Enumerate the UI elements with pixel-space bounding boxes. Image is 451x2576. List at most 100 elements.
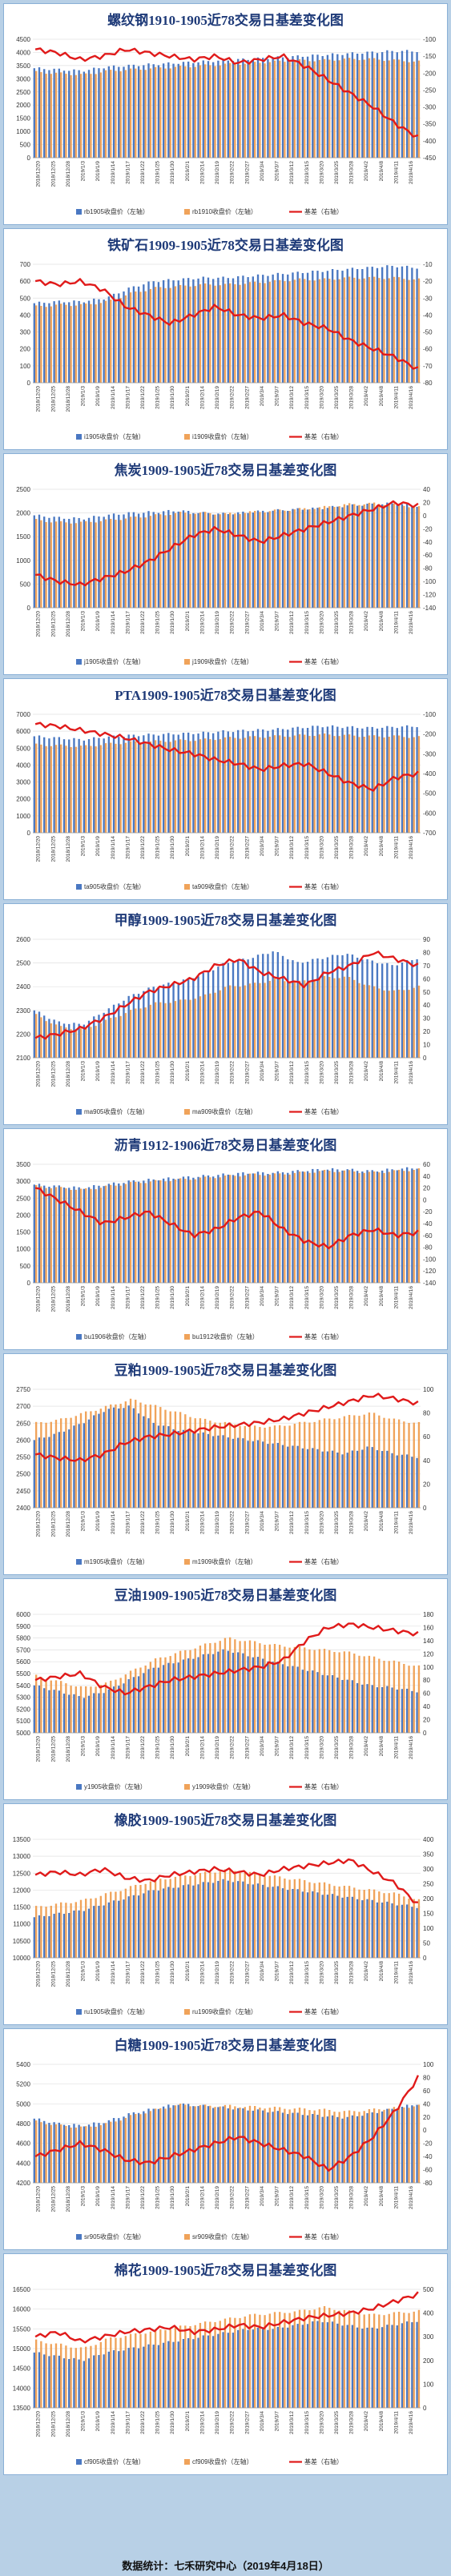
bar-series-1: [366, 1170, 368, 1283]
bar-series-2: [203, 64, 207, 158]
bar-series-2: [268, 736, 271, 833]
bar-series-1: [87, 70, 91, 158]
bar-series-1: [182, 62, 185, 158]
bar-series-1: [137, 2348, 140, 2408]
bar-series-2: [174, 286, 177, 383]
bar-series-1: [391, 2325, 393, 2408]
bar-series-2: [273, 1875, 276, 1958]
bar-series-1: [361, 268, 364, 383]
bar-series-2: [338, 1171, 340, 1283]
bar-series-1: [331, 725, 334, 833]
chart-svg: 白糖1909-1905近78交易日基差变化图420044004600480050…: [16, 2037, 434, 2240]
right-tick-label: 100: [423, 1925, 434, 1932]
bar-series-1: [192, 62, 195, 158]
bar-series-1: [276, 2111, 280, 2183]
bar-series-1: [217, 2107, 219, 2183]
bar-series-2: [348, 1886, 351, 1958]
bar-series-2: [154, 514, 157, 608]
bar-series-1: [267, 1887, 269, 1958]
bar-series-2: [74, 1686, 77, 1733]
bar-series-1: [53, 737, 55, 833]
bar-series-1: [371, 1447, 373, 1508]
bar-series-2: [288, 1647, 291, 1733]
bar-series-1: [222, 276, 224, 383]
bar-series-2: [368, 1889, 371, 1958]
bar-series-2: [393, 276, 396, 383]
bar-series-2: [194, 2325, 196, 2408]
x-tick-label: 2019/3/28: [349, 611, 355, 634]
bar-series-2: [154, 1002, 157, 1058]
x-tick-label: 2019/3/15: [304, 161, 310, 184]
bar-series-2: [65, 1188, 67, 1283]
bar-series-1: [247, 731, 249, 833]
bar-series-2: [104, 1893, 107, 1958]
bar-series-2: [159, 514, 162, 608]
bar-series-2: [144, 1883, 147, 1958]
bar-series-2: [164, 2108, 167, 2183]
right-tick-label: -600: [423, 810, 437, 817]
bar-series-1: [336, 954, 339, 1058]
bar-series-2: [203, 1176, 207, 1283]
bar-series-1: [276, 272, 280, 383]
bar-series-1: [73, 1694, 75, 1733]
bar-series-1: [306, 1892, 309, 1958]
bar-series-1: [276, 508, 280, 608]
x-tick-label: 2019/2/1: [185, 2186, 191, 2207]
bar-series-2: [65, 2125, 67, 2183]
bar-series-2: [99, 1023, 103, 1058]
bar-series-2: [124, 1013, 127, 1058]
x-tick-label: 2019/1/14: [111, 1961, 116, 1984]
bar-series-2: [179, 1875, 182, 1958]
x-tick-label: 2019/3/4: [260, 2186, 265, 2207]
bar-series-2: [388, 991, 390, 1058]
bar-series-2: [135, 1008, 137, 1058]
right-tick-label: -140: [423, 605, 437, 612]
bar-series-1: [326, 2116, 329, 2183]
bar-series-1: [312, 1670, 314, 1733]
bar-series-1: [306, 1449, 309, 1508]
bar-series-1: [172, 511, 175, 608]
bar-series-1: [262, 2328, 264, 2408]
bar-series-2: [268, 1426, 271, 1508]
bar-series-1: [406, 1904, 409, 1958]
bar-series-2: [154, 1879, 157, 1958]
bar-series-1: [336, 1895, 339, 1958]
bar-series-2: [273, 979, 276, 1058]
bar-series-2: [90, 1411, 92, 1508]
bar-series-1: [157, 2108, 160, 2183]
bar-series-1: [197, 62, 199, 158]
x-tick-label: 2018/12/28: [66, 2411, 71, 2437]
bar-series-2: [189, 1875, 191, 1958]
right-tick-label: -20: [423, 1208, 433, 1216]
bar-series-2: [408, 279, 410, 383]
bar-series-1: [312, 507, 314, 608]
bar-series-1: [281, 1664, 284, 1733]
bar-series-1: [237, 512, 240, 608]
bar-series-2: [413, 1666, 415, 1733]
bar-series-2: [184, 512, 187, 608]
bar-series-2: [393, 1892, 396, 1958]
bar-series-1: [276, 56, 280, 158]
left-tick-label: 100: [20, 363, 31, 370]
x-tick-label: 2019/2/22: [230, 161, 236, 184]
bar-series-2: [308, 61, 311, 158]
bar-series-1: [147, 2108, 150, 2183]
bar-series-1: [321, 271, 324, 383]
bar-series-1: [376, 504, 379, 608]
bar-series-2: [353, 2111, 356, 2183]
bar-series-2: [323, 505, 326, 608]
x-tick-label: 2019/3/4: [260, 1061, 265, 1082]
bar-series-2: [99, 2125, 103, 2183]
bar-series-1: [411, 2322, 413, 2408]
x-tick-label: 2019/1/14: [111, 1061, 116, 1084]
legend-swatch: [76, 1109, 82, 1115]
bar-series-2: [203, 2104, 207, 2183]
bar-series-1: [252, 1657, 255, 1733]
bar-series-1: [217, 60, 219, 158]
bar-series-1: [336, 2116, 339, 2183]
bar-series-1: [118, 514, 120, 608]
bar-series-1: [167, 1887, 170, 1958]
bar-series-1: [232, 61, 235, 158]
bar-series-2: [363, 1890, 365, 1958]
bar-series-1: [87, 1695, 91, 1733]
